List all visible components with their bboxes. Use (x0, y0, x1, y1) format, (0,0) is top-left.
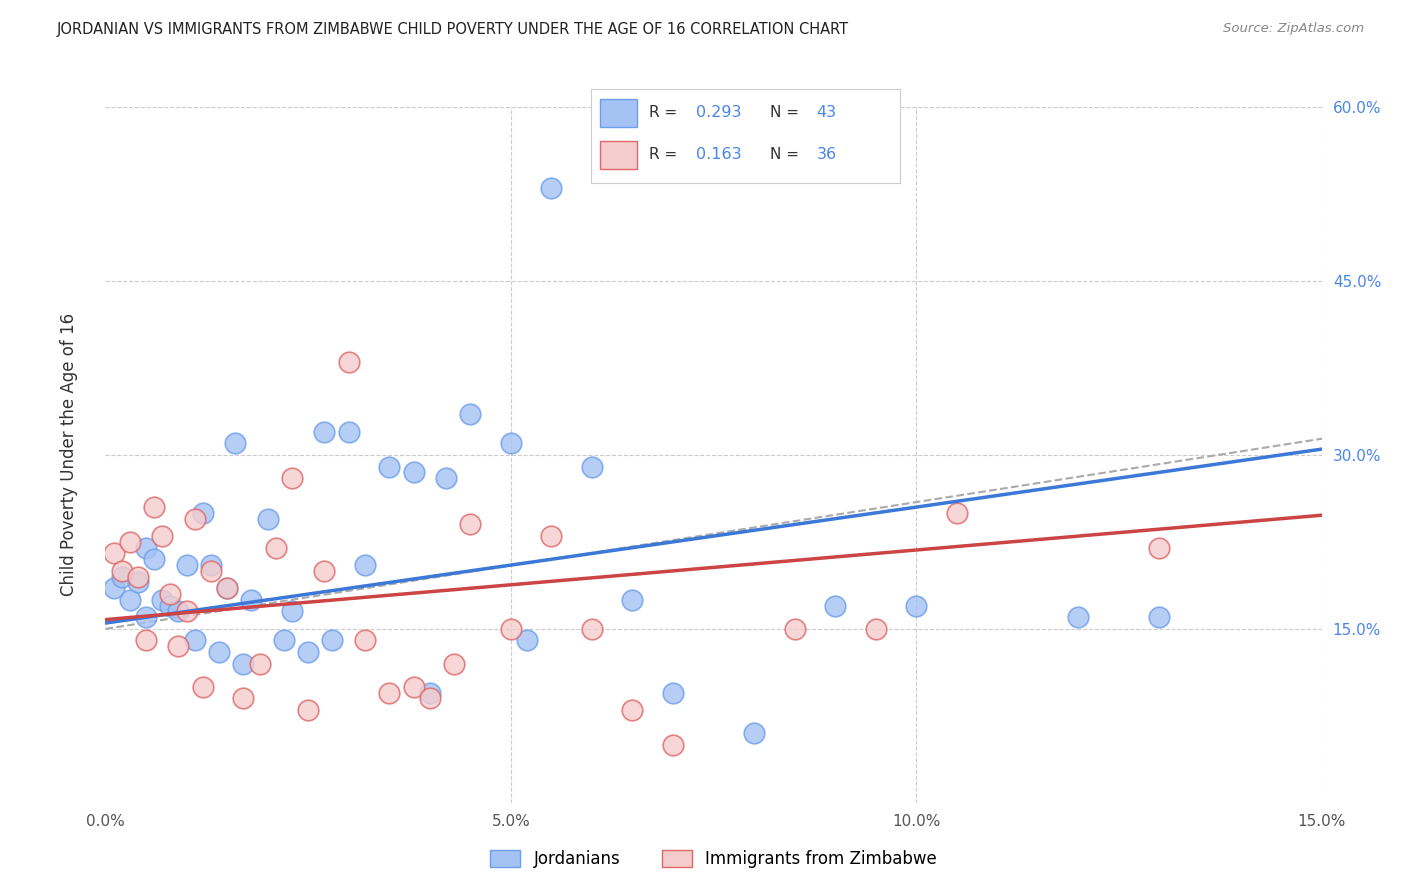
Text: Source: ZipAtlas.com: Source: ZipAtlas.com (1223, 22, 1364, 36)
Point (1149, 541, 1171, 555)
Point (135, 610, 157, 624)
Point (621, 703, 644, 717)
Point (273, 633, 295, 648)
Point (143, 552, 166, 566)
Point (150, 529, 173, 543)
Point (1067, 610, 1090, 624)
Point (167, 605, 190, 619)
Point (232, 657, 254, 671)
Point (224, 436, 246, 450)
Point (865, 622, 887, 636)
Bar (600, 141, 637, 169)
Point (662, 738, 685, 752)
Point (103, 582, 125, 596)
Point (337, 355, 360, 369)
Point (183, 633, 205, 648)
Point (314, 564, 336, 578)
Text: JORDANIAN VS IMMIGRANTS FROM ZIMBABWE CHILD POVERTY UNDER THE AGE OF 16 CORRELAT: JORDANIAN VS IMMIGRANTS FROM ZIMBABWE CH… (56, 22, 848, 37)
Point (458, 407, 481, 421)
Point (159, 599, 181, 613)
Point (200, 558, 222, 573)
Point (337, 425, 360, 439)
Point (118, 534, 141, 549)
Point (167, 639, 190, 653)
Point (458, 517, 481, 532)
Point (135, 633, 157, 648)
Point (159, 587, 181, 601)
Point (662, 685, 685, 699)
Point (378, 459, 401, 474)
Point (378, 685, 401, 699)
Point (434, 471, 457, 485)
Point (499, 622, 522, 636)
Point (402, 680, 425, 694)
Point (1149, 610, 1171, 624)
Point (581, 622, 603, 636)
Point (232, 691, 254, 706)
Point (581, 459, 603, 474)
Point (191, 680, 214, 694)
Point (419, 691, 441, 706)
Point (135, 541, 157, 555)
Point (103, 546, 125, 561)
Point (443, 657, 465, 671)
Point (419, 685, 441, 699)
Text: R =: R = (650, 105, 682, 120)
Point (127, 575, 149, 590)
Point (742, 726, 765, 740)
Point (314, 425, 336, 439)
Point (183, 511, 205, 525)
Point (111, 569, 134, 583)
Point (127, 569, 149, 583)
Point (516, 633, 538, 648)
Point (402, 466, 425, 480)
Point (240, 592, 263, 607)
Text: 36: 36 (817, 147, 837, 162)
Point (354, 633, 377, 648)
Point (297, 645, 319, 659)
Point (281, 605, 304, 619)
Point (150, 592, 173, 607)
Y-axis label: Child Poverty Under the Age of 16: Child Poverty Under the Age of 16 (59, 313, 77, 597)
Point (264, 541, 287, 555)
Text: R =: R = (650, 147, 682, 162)
Point (191, 506, 214, 520)
Point (111, 564, 134, 578)
Point (297, 703, 319, 717)
Point (540, 529, 562, 543)
Point (499, 436, 522, 450)
Text: 0.293: 0.293 (696, 105, 741, 120)
Legend: Jordanians, Immigrants from Zimbabwe: Jordanians, Immigrants from Zimbabwe (484, 843, 943, 874)
Point (143, 500, 166, 514)
Point (118, 592, 141, 607)
Text: 43: 43 (817, 105, 837, 120)
Point (354, 558, 377, 573)
Point (321, 633, 343, 648)
Point (176, 558, 198, 573)
Text: 0.163: 0.163 (696, 147, 741, 162)
Point (945, 506, 967, 520)
Point (905, 599, 928, 613)
Point (256, 511, 278, 525)
Point (824, 599, 846, 613)
Point (200, 564, 222, 578)
Point (281, 471, 304, 485)
Point (208, 645, 231, 659)
Text: N =: N = (770, 105, 804, 120)
Point (249, 657, 271, 671)
Point (217, 582, 239, 596)
Bar (600, 98, 637, 127)
Point (621, 592, 644, 607)
Point (540, 181, 562, 195)
Point (217, 582, 239, 596)
Point (176, 605, 198, 619)
Text: N =: N = (770, 147, 804, 162)
Point (783, 622, 806, 636)
